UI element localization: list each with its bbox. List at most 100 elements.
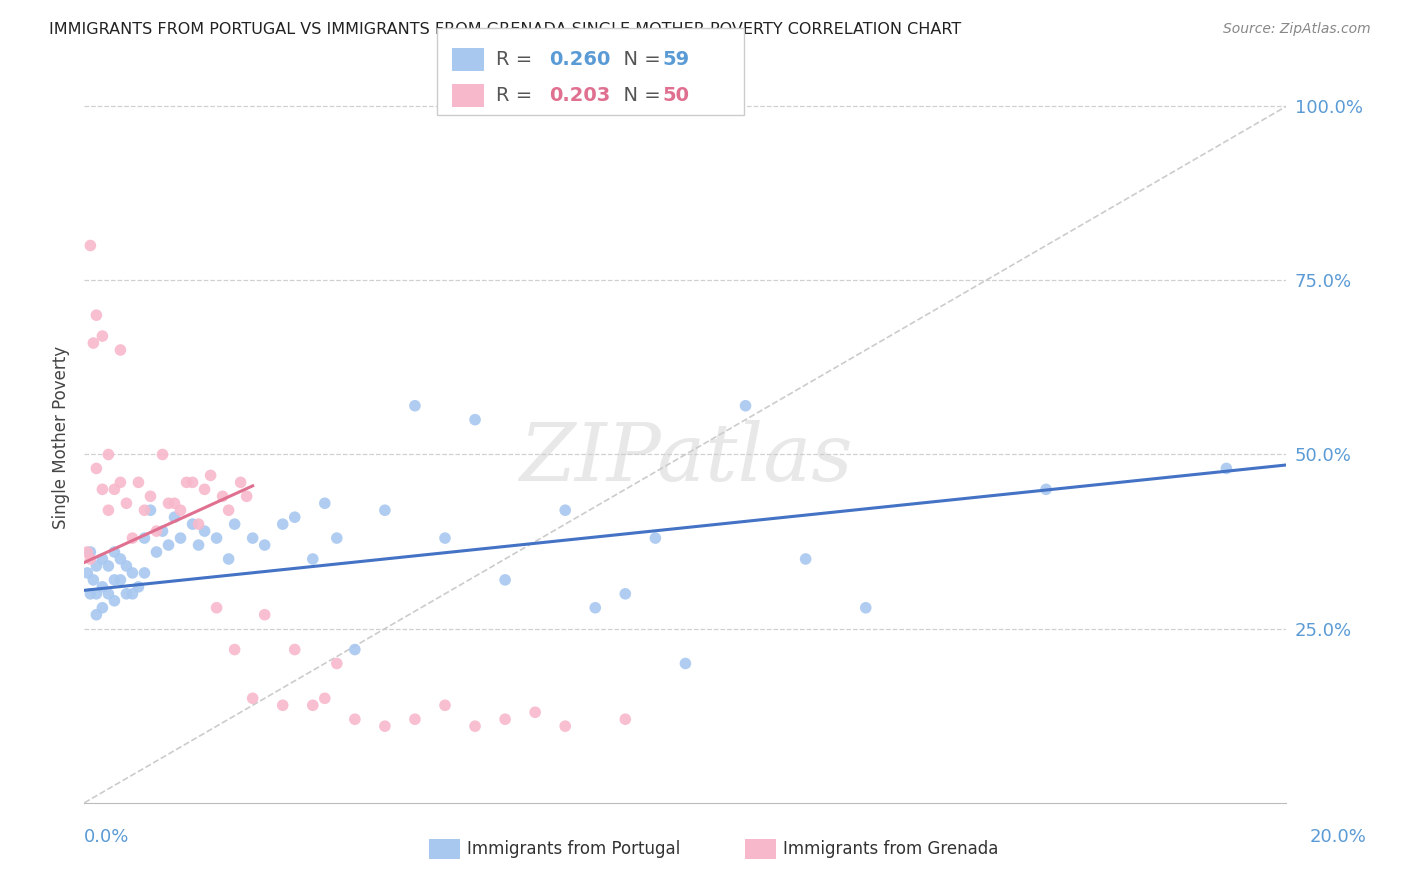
Point	[169, 503, 191, 517]
Point	[145, 545, 167, 559]
Point	[314, 691, 336, 706]
Point	[169, 531, 191, 545]
Point	[181, 517, 204, 532]
Point	[91, 580, 114, 594]
Point	[229, 475, 252, 490]
Point	[181, 475, 204, 490]
Point	[224, 517, 246, 532]
Point	[301, 698, 323, 713]
Point	[97, 587, 120, 601]
Point	[187, 538, 209, 552]
Text: IMMIGRANTS FROM PORTUGAL VS IMMIGRANTS FROM GRENADA SINGLE MOTHER POVERTY CORREL: IMMIGRANTS FROM PORTUGAL VS IMMIGRANTS F…	[49, 22, 962, 37]
Point	[145, 524, 167, 538]
Point	[91, 600, 114, 615]
Point	[404, 712, 426, 726]
Point	[121, 566, 143, 580]
Point	[134, 566, 156, 580]
Point	[734, 399, 756, 413]
Point	[253, 538, 276, 552]
Point	[343, 642, 366, 657]
Point	[82, 336, 104, 351]
Point	[554, 503, 576, 517]
Point	[103, 594, 125, 608]
Point	[374, 503, 396, 517]
Point	[103, 573, 125, 587]
Point	[464, 412, 486, 426]
Point	[139, 489, 162, 503]
Text: 0.260: 0.260	[550, 50, 610, 69]
Point	[86, 607, 108, 622]
Point	[139, 503, 162, 517]
Point	[79, 552, 101, 566]
Point	[76, 566, 98, 580]
Point	[253, 607, 276, 622]
Point	[91, 329, 114, 343]
Text: 59: 59	[662, 50, 689, 69]
Point	[1215, 461, 1237, 475]
Point	[163, 496, 186, 510]
Point	[91, 552, 114, 566]
Point	[314, 496, 336, 510]
Point	[524, 705, 547, 719]
Point	[91, 483, 114, 497]
Point	[494, 573, 516, 587]
Point	[614, 587, 637, 601]
Point	[115, 587, 138, 601]
Text: N =: N =	[612, 50, 668, 69]
Point	[794, 552, 817, 566]
Point	[301, 552, 323, 566]
Point	[79, 545, 101, 559]
Point	[644, 531, 666, 545]
Point	[675, 657, 697, 671]
Point	[343, 712, 366, 726]
Point	[1035, 483, 1057, 497]
Point	[86, 461, 108, 475]
Text: Source: ZipAtlas.com: Source: ZipAtlas.com	[1223, 22, 1371, 37]
Point	[79, 238, 101, 252]
Point	[110, 573, 132, 587]
Point	[464, 719, 486, 733]
Point	[374, 719, 396, 733]
Point	[152, 524, 174, 538]
Point	[224, 642, 246, 657]
Text: ZIPatlas: ZIPatlas	[519, 420, 852, 498]
Point	[97, 558, 120, 573]
Point	[76, 545, 98, 559]
Point	[103, 483, 125, 497]
Point	[284, 642, 307, 657]
Point	[200, 468, 222, 483]
Point	[152, 448, 174, 462]
Point	[86, 308, 108, 322]
Point	[326, 531, 349, 545]
Point	[127, 580, 149, 594]
Point	[110, 552, 132, 566]
Text: 50: 50	[662, 86, 689, 105]
Point	[176, 475, 198, 490]
Point	[211, 489, 233, 503]
Point	[218, 503, 240, 517]
Point	[194, 524, 217, 538]
Text: N =: N =	[612, 86, 668, 105]
Text: 0.0%: 0.0%	[84, 828, 129, 846]
Point	[157, 496, 180, 510]
Point	[404, 399, 426, 413]
Point	[434, 531, 457, 545]
Point	[583, 600, 606, 615]
Point	[97, 503, 120, 517]
Point	[134, 503, 156, 517]
Point	[494, 712, 516, 726]
Point	[855, 600, 877, 615]
Point	[194, 483, 217, 497]
Point	[121, 531, 143, 545]
Point	[242, 691, 264, 706]
Point	[271, 517, 294, 532]
Point	[235, 489, 257, 503]
Point	[218, 552, 240, 566]
Text: 0.203: 0.203	[550, 86, 610, 105]
Text: R =: R =	[496, 86, 538, 105]
Point	[110, 475, 132, 490]
Point	[271, 698, 294, 713]
Point	[242, 531, 264, 545]
Text: 20.0%: 20.0%	[1310, 828, 1367, 846]
Point	[326, 657, 349, 671]
